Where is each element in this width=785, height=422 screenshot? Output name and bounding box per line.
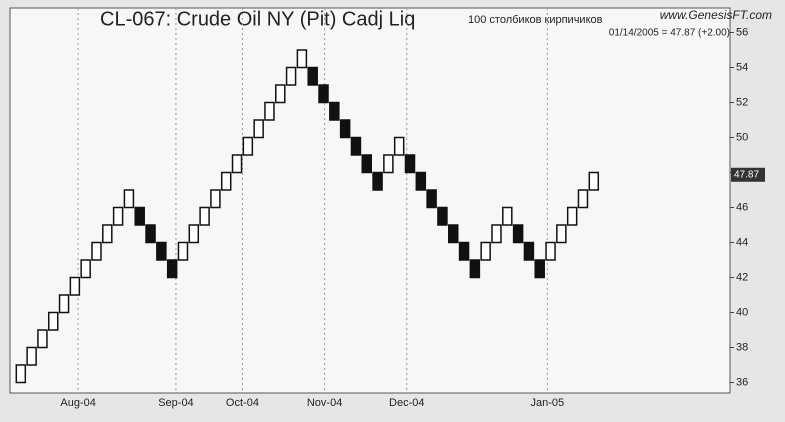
brick — [437, 206, 448, 226]
brick — [285, 66, 297, 86]
brick — [166, 259, 178, 279]
brick — [512, 224, 524, 244]
y-tick-label: 42 — [736, 271, 748, 283]
y-tick-label: 38 — [736, 341, 748, 353]
brick — [80, 259, 91, 279]
brick — [145, 224, 156, 244]
brick — [480, 241, 491, 261]
x-tick-label: Dec-04 — [389, 397, 424, 409]
brick — [447, 224, 459, 244]
brick — [47, 311, 59, 331]
brick — [26, 346, 37, 366]
brick — [393, 136, 405, 156]
x-tick-label: Nov-04 — [307, 397, 342, 409]
brick — [102, 224, 113, 244]
brick — [588, 171, 600, 191]
source: www.GenesisFT.com — [660, 8, 772, 22]
brick — [491, 224, 502, 244]
brick — [231, 154, 243, 174]
y-tick-label: 40 — [736, 306, 748, 318]
brick — [242, 136, 254, 156]
y-tick-label: 44 — [736, 236, 748, 248]
x-tick-label: Jan-05 — [530, 397, 564, 409]
brick — [253, 119, 264, 139]
brick — [134, 206, 145, 226]
brick — [469, 259, 481, 279]
chart-title: CL-067: Crude Oil NY (Pit) Cadj Liq — [100, 8, 415, 30]
chart-subtitle: 100 столбиков кирпичиков — [468, 14, 603, 26]
brick — [58, 294, 70, 314]
brick — [91, 241, 102, 261]
brick — [188, 224, 200, 244]
brick — [199, 206, 210, 226]
plot-area — [9, 7, 731, 394]
brick — [177, 241, 189, 261]
brick — [545, 241, 556, 261]
y-tick-label: 52 — [736, 96, 748, 108]
brick — [415, 171, 427, 191]
brick — [156, 241, 167, 261]
brick — [123, 189, 135, 209]
brick — [112, 206, 124, 226]
y-tick-label: 54 — [736, 61, 748, 73]
last-price-box — [731, 167, 765, 182]
brick — [15, 364, 27, 384]
brick — [534, 259, 545, 279]
x-tick-label: Aug-04 — [60, 397, 95, 409]
brick — [523, 241, 535, 261]
brick — [502, 206, 513, 226]
brick — [566, 206, 578, 226]
x-tick-label: Oct-04 — [226, 397, 259, 409]
brick — [275, 84, 286, 104]
brick — [264, 101, 275, 121]
brick — [318, 84, 329, 104]
y-tick-label: 56 — [736, 26, 748, 38]
brick — [458, 241, 470, 261]
brick — [350, 136, 362, 156]
brick — [339, 119, 351, 139]
brick — [69, 276, 81, 296]
brick — [329, 101, 340, 121]
brick — [372, 171, 383, 191]
brick — [577, 189, 589, 209]
last-quote: 01/14/2005 = 47.87 (+2.00) — [609, 28, 730, 39]
brick — [383, 154, 394, 174]
y-tick-label: 46 — [736, 201, 748, 213]
brick — [556, 224, 567, 244]
brick — [404, 154, 416, 174]
last-price-label: 47.87 — [734, 169, 759, 180]
brick — [361, 154, 373, 174]
brick — [307, 66, 318, 86]
brick — [426, 189, 437, 209]
brick — [296, 49, 308, 69]
x-tick-label: Sep-04 — [158, 397, 193, 409]
brick — [210, 189, 221, 209]
brick — [37, 329, 48, 349]
brick — [220, 171, 232, 191]
y-tick-label: 36 — [736, 376, 748, 388]
y-tick-label: 50 — [736, 131, 748, 143]
